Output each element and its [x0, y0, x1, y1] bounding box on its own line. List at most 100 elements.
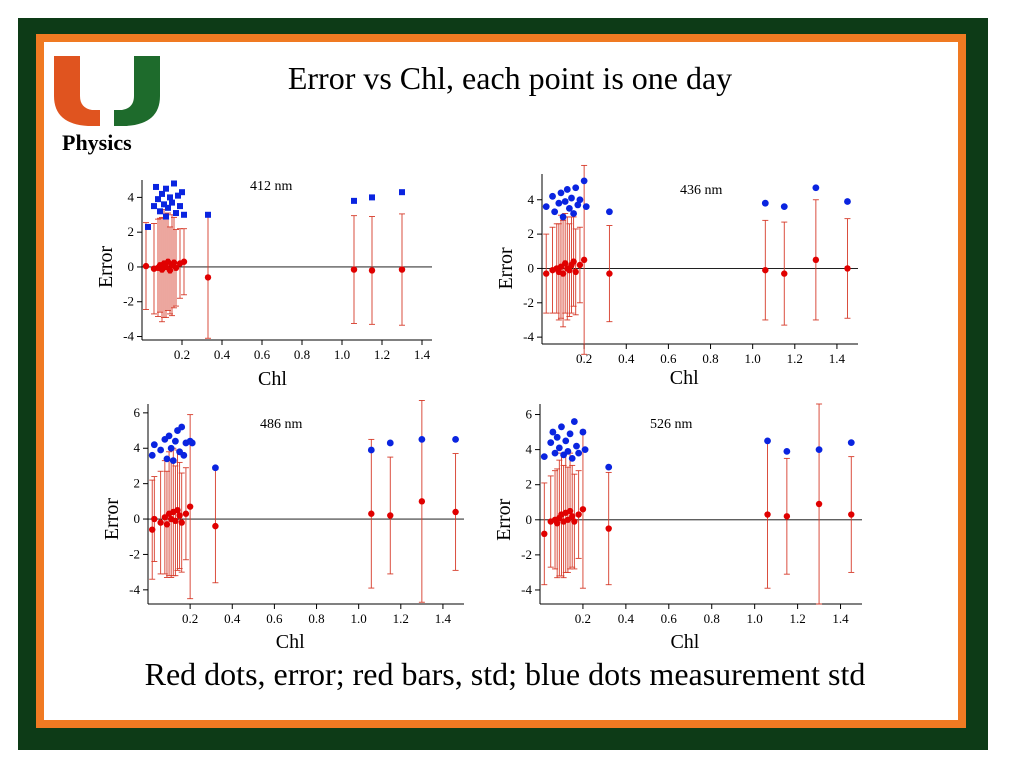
measurement-std-point [155, 196, 161, 203]
measurement-std-point [557, 189, 565, 197]
measurement-std-point [565, 204, 573, 212]
x-tick-label: 1.4 [832, 611, 849, 626]
x-tick-label: 1.4 [829, 351, 846, 366]
measurement-std-point [761, 199, 769, 207]
measurement-std-point [145, 223, 151, 230]
measurement-std-point [169, 457, 177, 465]
measurement-std-point [205, 211, 211, 218]
measurement-std-point [153, 183, 159, 190]
y-tick-label: 0 [134, 511, 141, 526]
measurement-std-point [179, 189, 185, 196]
y-tick-label: 0 [528, 260, 535, 275]
measurement-std-point [582, 203, 590, 211]
measurement-std-point [163, 455, 171, 463]
y-tick-label: -2 [123, 294, 134, 309]
error-point [174, 506, 181, 514]
x-tick-label: 0.4 [214, 347, 231, 362]
measurement-std-point [165, 432, 173, 440]
measurement-std-point [562, 437, 570, 445]
measurement-std-point [783, 447, 791, 455]
y-tick-label: -4 [521, 582, 532, 597]
y-axis-label: Error [101, 498, 123, 541]
chart-412nm: -4 -2 0 2 4 0.2 0.4 0.6 0.8 1.0 1.2 1.4 Chl Error 412 … [95, 179, 432, 390]
x-tick-label: 1.4 [414, 347, 431, 362]
measurement-std-point [418, 435, 426, 443]
university-u-logo [54, 56, 160, 126]
x-tick-label: 0.8 [308, 611, 324, 626]
measurement-std-point [561, 198, 569, 205]
x-tick-label: 0.4 [618, 611, 635, 626]
measurement-std-point [574, 201, 582, 209]
error-point [170, 259, 178, 266]
error-point [368, 267, 376, 274]
error-point [543, 270, 550, 277]
error-point [569, 513, 576, 520]
error-point [452, 508, 459, 516]
x-axis-label: Chl [258, 368, 287, 390]
error-point [172, 517, 179, 525]
x-tick-label: 1.2 [374, 347, 390, 362]
x-tick-label: 1.2 [789, 611, 805, 626]
slide-caption: Red dots, error; red bars, std; blue dot… [144, 656, 866, 692]
y-tick-label: 4 [526, 442, 533, 457]
x-tick-label: 1.0 [334, 347, 350, 362]
error-point [142, 262, 150, 270]
error-point [149, 526, 156, 533]
error-point [576, 261, 584, 269]
error-point [580, 256, 588, 264]
measurement-std-point [570, 418, 578, 425]
error-point [212, 522, 219, 530]
measurement-std-point [579, 428, 587, 436]
measurement-std-point [178, 423, 186, 431]
measurement-std-point [148, 451, 156, 459]
measurement-std-point [151, 203, 157, 210]
error-point [572, 268, 579, 276]
y-tick-label: -4 [129, 582, 140, 597]
measurement-std-point [580, 177, 588, 185]
x-tick-label: 0.4 [618, 351, 635, 366]
measurement-std-point [581, 446, 589, 454]
measurement-std-point [551, 208, 559, 216]
measurement-std-point [547, 439, 555, 446]
error-point [606, 270, 613, 277]
measurement-std-point [165, 204, 171, 211]
measurement-std-point [575, 449, 583, 457]
y-tick-label: -2 [521, 547, 532, 562]
measurement-std-point [568, 194, 575, 202]
y-tick-label: 0 [128, 259, 135, 274]
measurement-std-point [167, 194, 173, 201]
measurement-std-point [568, 454, 576, 462]
measurement-std-point [212, 464, 219, 472]
x-tick-label: 0.8 [294, 347, 310, 362]
x-tick-label: 0.6 [266, 611, 283, 626]
measurement-std-point [540, 453, 548, 461]
error-point [575, 511, 582, 518]
y-tick-label: 6 [526, 407, 533, 422]
measurement-std-point [163, 213, 169, 220]
measurement-std-point [159, 190, 165, 197]
x-tick-label: 1.2 [393, 611, 409, 626]
measurement-std-point [555, 444, 563, 452]
error-point [157, 519, 164, 526]
measurement-std-point [570, 210, 577, 217]
x-tick-label: 0.6 [254, 347, 271, 362]
x-tick-label: 1.4 [435, 611, 452, 626]
chart-486nm: -4 -2 0 2 4 6 0.2 0.4 0.6 0.8 1.0 1.2 1.4 Chl Error 486… [101, 400, 464, 653]
measurement-std-point [563, 186, 571, 193]
y-axis-label: Error [95, 246, 117, 289]
x-tick-label: 0.2 [174, 347, 190, 362]
error-point [844, 265, 851, 272]
measurement-std-point [564, 447, 572, 455]
measurement-std-point [576, 196, 584, 204]
x-tick-label: 1.2 [787, 351, 803, 366]
error-point [151, 515, 158, 523]
measurement-std-point [177, 203, 183, 210]
error-point [566, 266, 573, 274]
measurement-std-point [572, 184, 580, 192]
y-tick-label: 2 [134, 476, 141, 491]
measurement-std-point [188, 439, 196, 447]
measurement-std-point [169, 199, 175, 206]
measurement-std-point [150, 441, 158, 449]
error-point [180, 258, 188, 265]
